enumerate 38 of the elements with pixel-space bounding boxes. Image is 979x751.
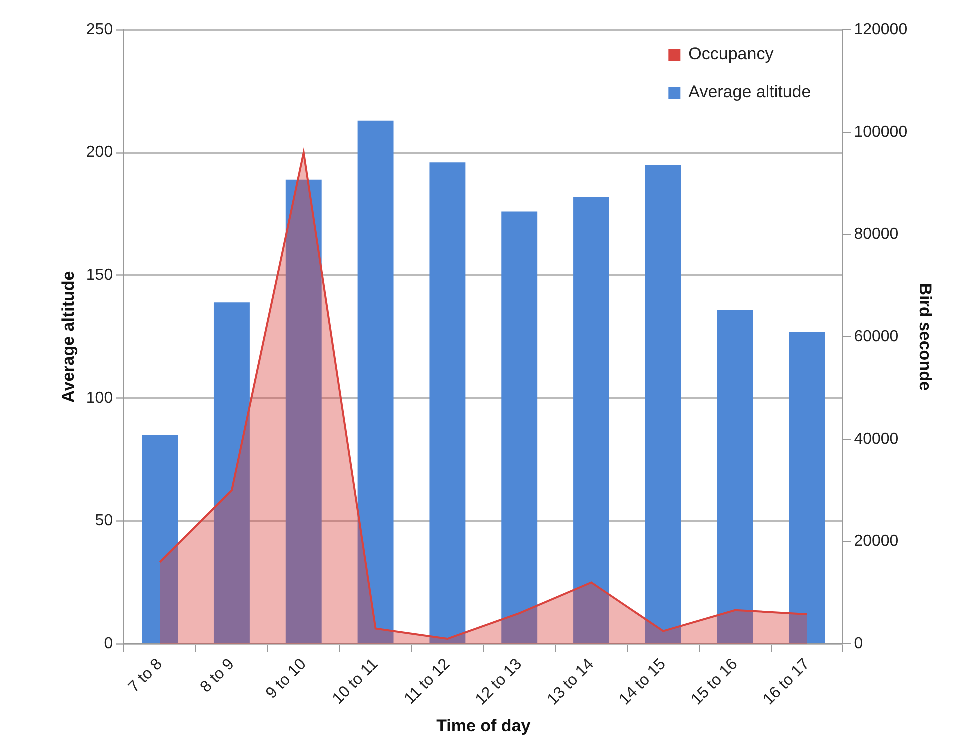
bar bbox=[574, 197, 610, 644]
bar bbox=[214, 302, 250, 644]
bar bbox=[430, 162, 466, 644]
bar bbox=[717, 310, 754, 644]
x-tick-label: 12 to 13 bbox=[472, 656, 526, 709]
y2-tick-label: 60000 bbox=[854, 328, 899, 346]
y2-tick-label: 100000 bbox=[854, 124, 908, 141]
y2-tick-label: 80000 bbox=[854, 226, 899, 244]
y-axis-title: Average altitude bbox=[58, 271, 78, 403]
x-tick-label: 11 to 12 bbox=[402, 656, 454, 708]
legend-label: Occupancy bbox=[688, 44, 774, 64]
y-tick-label: 0 bbox=[104, 636, 114, 653]
x-tick-label: 14 to 15 bbox=[616, 656, 670, 709]
y-tick-label: 200 bbox=[86, 144, 114, 162]
bar bbox=[645, 165, 682, 644]
x-tick-label: 8 to 9 bbox=[198, 656, 238, 696]
bar bbox=[789, 332, 826, 644]
x-tick-label: 7 to 8 bbox=[126, 656, 166, 696]
y2-tick-label: 120000 bbox=[854, 21, 908, 38]
bar bbox=[502, 212, 538, 644]
y-tick-label: 50 bbox=[95, 512, 114, 530]
y2-axis-title: Bird seconde bbox=[916, 283, 936, 391]
x-axis-title: Time of day bbox=[436, 716, 532, 736]
x-tick-label: 15 to 16 bbox=[688, 656, 742, 709]
legend-label: Average altitude bbox=[688, 82, 812, 102]
x-tick-label: 13 to 14 bbox=[544, 656, 598, 709]
y2-tick-label: 20000 bbox=[854, 533, 899, 550]
y-tick-label: 100 bbox=[86, 390, 114, 407]
x-tick-label: 10 to 11 bbox=[330, 656, 382, 708]
y-tick-label: 250 bbox=[86, 21, 114, 38]
bar bbox=[358, 120, 394, 644]
x-tick-label: 16 to 17 bbox=[760, 656, 814, 709]
x-tick-label: 9 to 10 bbox=[263, 656, 310, 702]
y2-tick-label: 0 bbox=[854, 636, 864, 653]
bar bbox=[286, 180, 322, 644]
bar bbox=[142, 435, 178, 644]
y2-tick-label: 40000 bbox=[854, 430, 899, 448]
y-tick-label: 150 bbox=[86, 267, 114, 284]
